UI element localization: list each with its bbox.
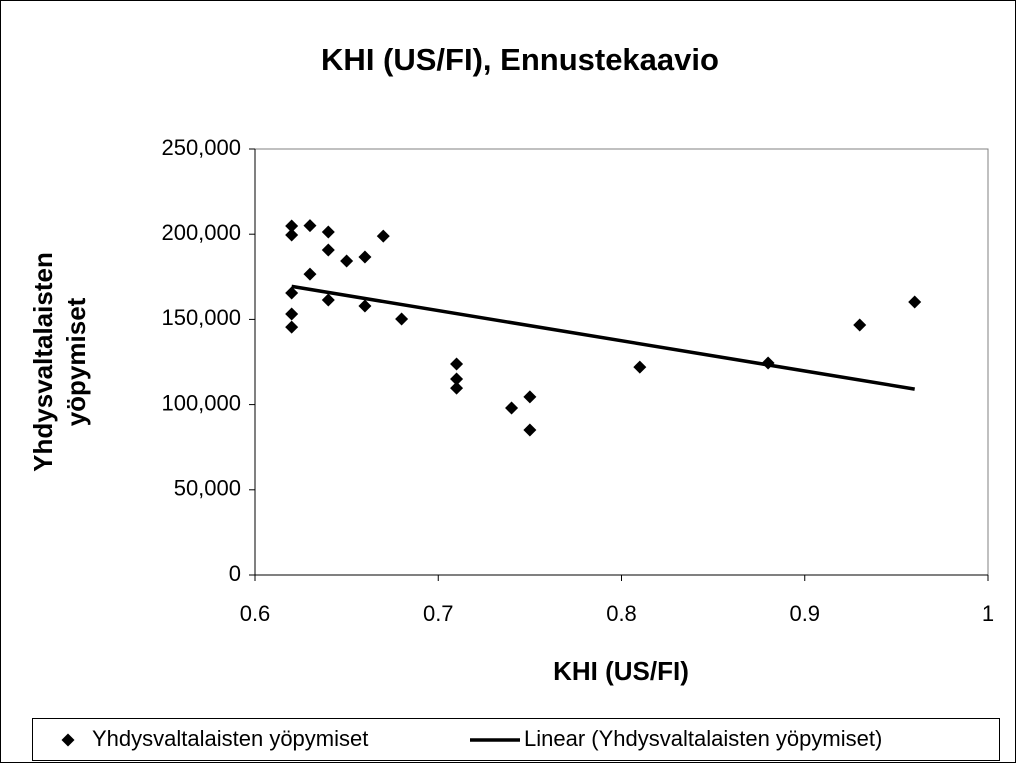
point (523, 390, 537, 404)
point (395, 312, 409, 326)
y-tick-label: 250,000 (161, 135, 241, 160)
point (321, 225, 335, 239)
point (633, 360, 647, 374)
chart-title: KHI (US/FI), Ennustekaavio (321, 42, 719, 77)
point (340, 254, 354, 268)
point (321, 243, 335, 257)
point (285, 307, 299, 321)
point (285, 320, 299, 334)
point (523, 423, 537, 437)
point (450, 357, 464, 371)
trend-line (291, 284, 915, 391)
x-tick-label: 0.7 (423, 601, 454, 626)
y-tick-label: 0 (229, 561, 241, 586)
y-axis-label: yöpymiset (61, 297, 91, 426)
legend-label: Yhdysvaltalaisten yöpymiset (92, 726, 368, 751)
point (376, 229, 390, 243)
x-axis-label: KHI (US/FI) (553, 656, 689, 686)
x-tick-label: 0.8 (606, 601, 637, 626)
point (285, 228, 299, 242)
y-tick-label: 150,000 (161, 305, 241, 330)
point (908, 295, 922, 309)
x-tick-label: 0.6 (240, 601, 271, 626)
point (285, 219, 299, 233)
point (303, 219, 317, 233)
legend-label: Linear (Yhdysvaltalaisten yöpymiset) (524, 726, 882, 751)
point (358, 299, 372, 313)
y-tick-label: 100,000 (161, 390, 241, 415)
y-tick-label: 50,000 (174, 476, 241, 501)
point (505, 401, 519, 415)
y-tick-label: 200,000 (161, 220, 241, 245)
y-axis-label: Yhdysvaltalaisten (28, 252, 58, 472)
point (321, 293, 335, 307)
x-tick-label: 0.9 (789, 601, 820, 626)
point (303, 267, 317, 281)
point (853, 318, 867, 332)
point (450, 372, 464, 386)
point (358, 250, 372, 264)
legend-marker (61, 733, 75, 747)
x-tick-label: 1 (982, 601, 994, 626)
point (285, 286, 299, 300)
point (450, 381, 464, 395)
